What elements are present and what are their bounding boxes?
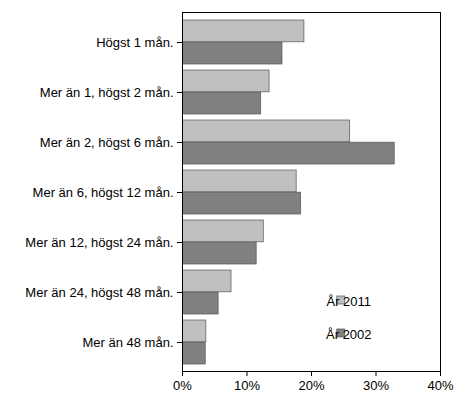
svg-text:Mer än 2, högst 6 mån.: Mer än 2, högst 6 mån. xyxy=(40,135,174,150)
svg-text:Mer än 12, högst 24 mån.: Mer än 12, högst 24 mån. xyxy=(25,235,173,250)
svg-text:30%: 30% xyxy=(363,378,389,393)
svg-text:10%: 10% xyxy=(234,378,260,393)
svg-text:År 2002: År 2002 xyxy=(326,327,372,342)
svg-text:Mer än 48 mån.: Mer än 48 mån. xyxy=(82,335,173,350)
svg-text:Mer än 24, högst 48 mån.: Mer än 24, högst 48 mån. xyxy=(25,285,173,300)
svg-text:40%: 40% xyxy=(427,378,453,393)
svg-text:0%: 0% xyxy=(173,378,192,393)
svg-text:20%: 20% xyxy=(298,378,324,393)
svg-text:Mer än 6, högst 12 mån.: Mer än 6, högst 12 mån. xyxy=(33,185,174,200)
svg-text:År 2011: År 2011 xyxy=(327,294,372,309)
svg-text:Högst 1 mån.: Högst 1 mån. xyxy=(96,35,173,50)
svg-text:Mer än 1, högst 2 mån.: Mer än 1, högst 2 mån. xyxy=(40,85,174,100)
